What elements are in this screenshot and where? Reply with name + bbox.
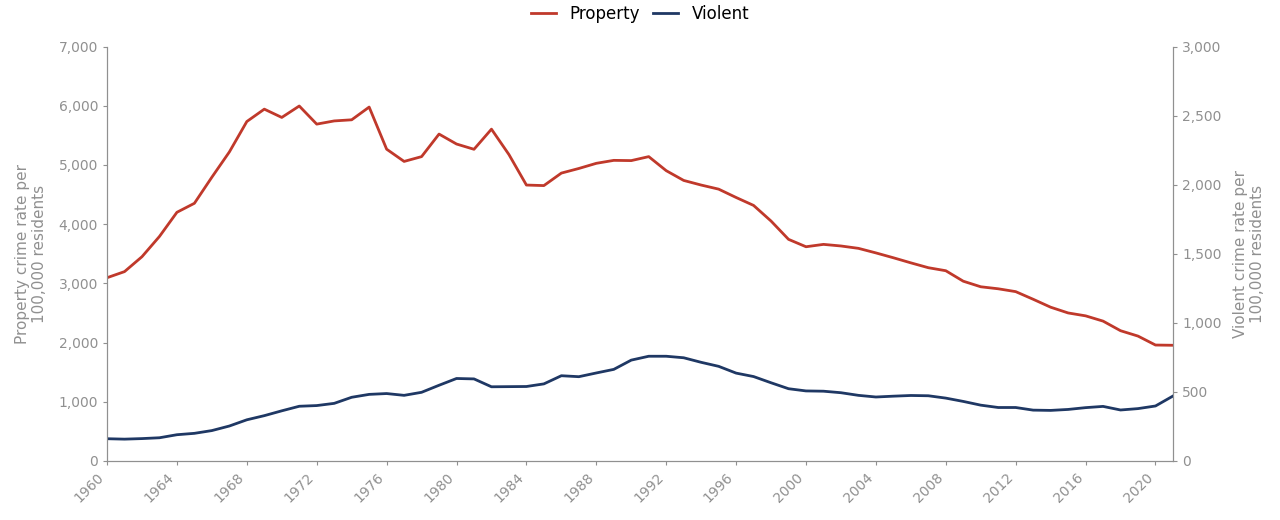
Legend: Property, Violent: Property, Violent: [525, 0, 755, 29]
Property: [763, 218, 778, 224]
Violent: [658, 353, 673, 359]
Violent: [781, 386, 796, 392]
Property: [187, 200, 202, 206]
Y-axis label: Property crime rate per
100,000 residents: Property crime rate per 100,000 resident…: [15, 164, 47, 344]
Violent: [100, 436, 115, 442]
Property: [292, 103, 307, 109]
Violent: [1060, 406, 1075, 412]
Property: [641, 153, 657, 160]
Property: [100, 275, 115, 281]
Violent: [116, 436, 132, 443]
Violent: [1165, 393, 1180, 399]
Y-axis label: Violent crime rate per
100,000 residents: Violent crime rate per 100,000 residents: [1233, 170, 1265, 337]
Property: [326, 118, 342, 124]
Violent: [326, 400, 342, 407]
Violent: [397, 392, 412, 398]
Line: Property: Property: [108, 106, 1172, 345]
Line: Violent: Violent: [108, 356, 1172, 439]
Violent: [641, 353, 657, 359]
Property: [1165, 342, 1180, 348]
Property: [397, 158, 412, 164]
Property: [1043, 304, 1059, 310]
Violent: [205, 427, 220, 434]
